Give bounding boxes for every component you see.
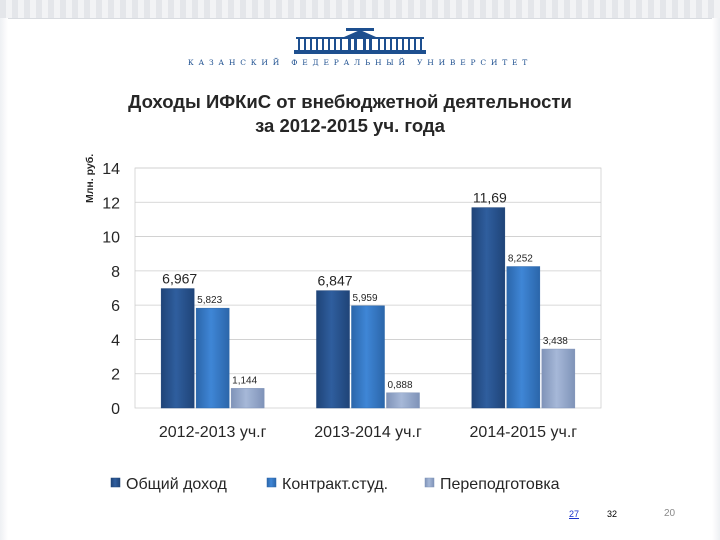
data-label: 6,967 — [162, 271, 197, 287]
bar — [386, 392, 420, 409]
university-name: КАЗАНСКИЙ ФЕДЕРАЛЬНЫЙ УНИВЕРСИТЕТ — [187, 58, 533, 67]
legend-swatch — [110, 477, 121, 488]
chart-title: Доходы ИФКиС от внебюджетной деятельност… — [120, 90, 580, 138]
legend-label: Переподготовка — [440, 476, 560, 493]
bar — [471, 207, 506, 409]
x-tick-label: 2013-2014 уч.г — [314, 424, 422, 441]
page-link-label[interactable]: 27 — [569, 509, 580, 519]
y-tick-label: 0 — [111, 401, 120, 418]
y-tick-label: 4 — [111, 332, 120, 349]
data-label: 6,847 — [318, 273, 353, 289]
bar — [351, 305, 385, 409]
slide-left-shade — [0, 18, 8, 540]
x-tick-label: 2014-2015 уч.г — [470, 424, 578, 441]
legend-swatch — [424, 477, 435, 488]
data-label: 8,252 — [508, 254, 533, 265]
y-tick-label: 12 — [102, 195, 120, 212]
bar — [541, 348, 576, 409]
data-label: 1,144 — [232, 375, 257, 386]
slide-number: 20 — [664, 508, 676, 519]
chart-title-line-2: за 2012-2015 уч. года — [255, 115, 445, 136]
y-tick-label: 14 — [102, 161, 120, 178]
y-tick-label: 8 — [111, 264, 120, 281]
page-link[interactable]: 27 — [569, 509, 579, 519]
y-tick-label: 6 — [111, 298, 120, 315]
x-tick-label: 2012-2013 уч.г — [159, 424, 267, 441]
data-label: 5,959 — [353, 293, 378, 304]
legend-swatch — [266, 477, 277, 488]
bar — [316, 290, 350, 409]
slide-top-border — [0, 0, 720, 19]
data-label: 3,438 — [543, 336, 568, 347]
bar — [506, 266, 541, 409]
data-label: 11,69 — [473, 190, 507, 206]
legend-label: Общий доход — [126, 476, 228, 493]
chart-title-line-1: Доходы ИФКиС от внебюджетной деятельност… — [128, 91, 572, 112]
university-building-icon — [294, 28, 426, 54]
y-tick-label: 10 — [102, 230, 120, 247]
data-label: 5,823 — [197, 295, 222, 306]
y-tick-label: 2 — [111, 367, 120, 384]
bar — [230, 388, 265, 409]
legend-label: Контракт.студ. — [282, 476, 388, 493]
bar — [195, 307, 230, 409]
y-axis-label: Млн. руб. — [84, 154, 96, 203]
total-pages: 32 — [607, 509, 618, 519]
data-label: 0,888 — [388, 380, 413, 391]
bar — [160, 288, 195, 409]
university-logo — [0, 28, 720, 58]
